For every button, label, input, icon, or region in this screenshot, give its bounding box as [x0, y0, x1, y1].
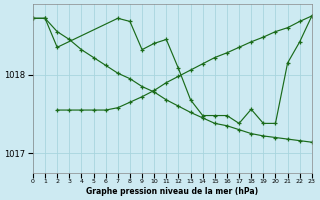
X-axis label: Graphe pression niveau de la mer (hPa): Graphe pression niveau de la mer (hPa)	[86, 187, 259, 196]
